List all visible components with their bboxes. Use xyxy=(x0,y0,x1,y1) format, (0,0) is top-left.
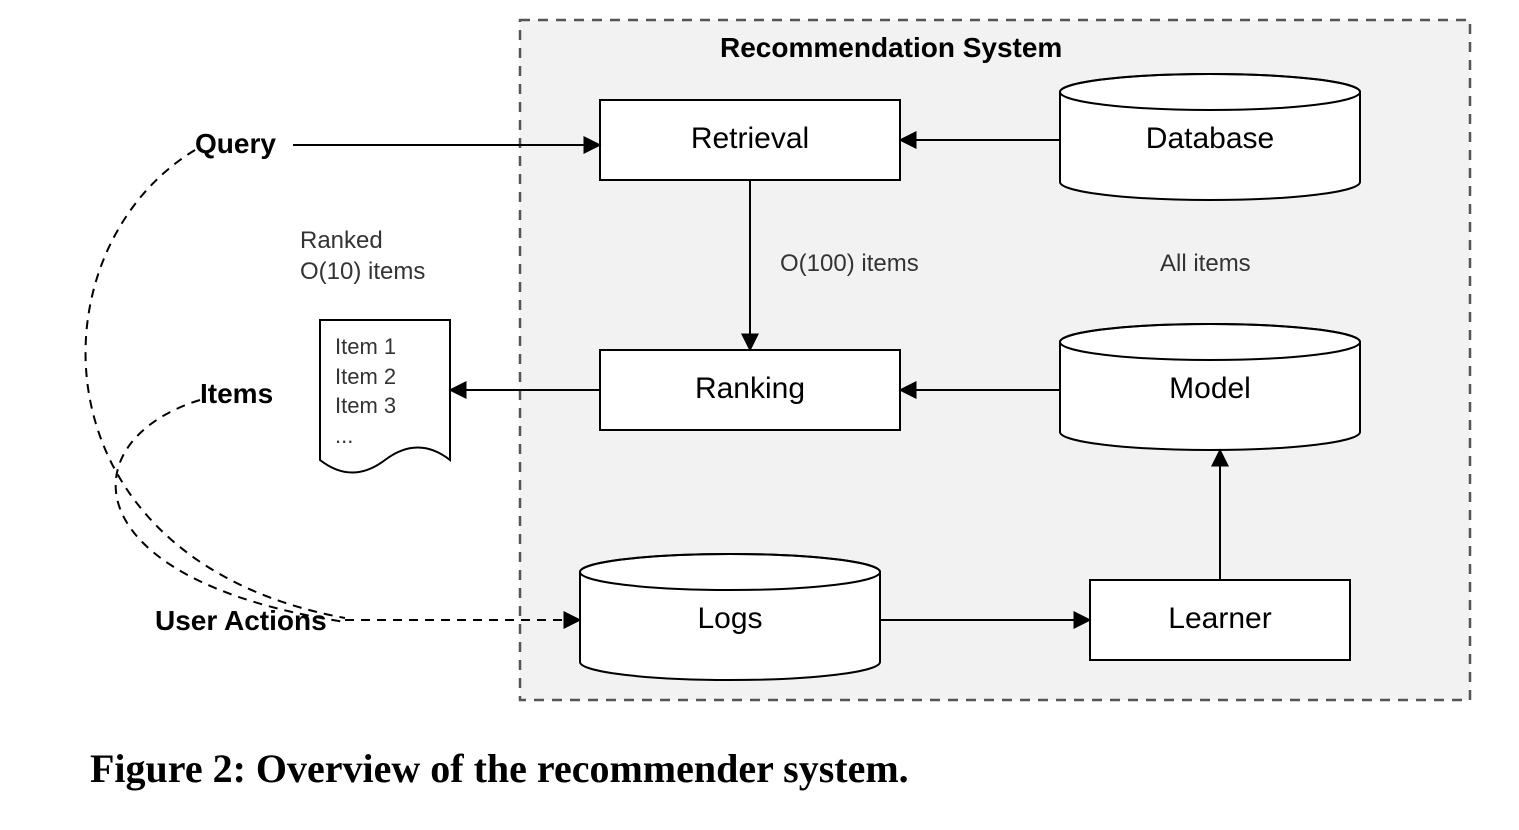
logs-label: Logs xyxy=(580,602,880,636)
figure-caption: Figure 2: Overview of the recommender sy… xyxy=(90,745,909,792)
database-label: Database xyxy=(1060,122,1360,156)
system-title: Recommendation System xyxy=(720,32,1062,64)
recommender-diagram: Recommendation System Retrieval Database… xyxy=(0,0,1519,830)
retrieval-label: Retrieval xyxy=(600,122,900,156)
o100-label: O(100) items xyxy=(780,248,919,279)
query-label: Query xyxy=(195,128,276,160)
user-actions-label: User Actions xyxy=(155,605,327,637)
ranking-label: Ranking xyxy=(600,372,900,406)
learner-label: Learner xyxy=(1090,602,1350,636)
all-items-label: All items xyxy=(1160,248,1251,279)
edge-items-curve xyxy=(116,400,345,622)
ranked-label: Ranked O(10) items xyxy=(300,225,425,287)
items-doc-list: Item 1 Item 2 Item 3 ... xyxy=(335,332,396,451)
items-label: Items xyxy=(200,378,273,410)
model-label: Model xyxy=(1060,372,1360,406)
